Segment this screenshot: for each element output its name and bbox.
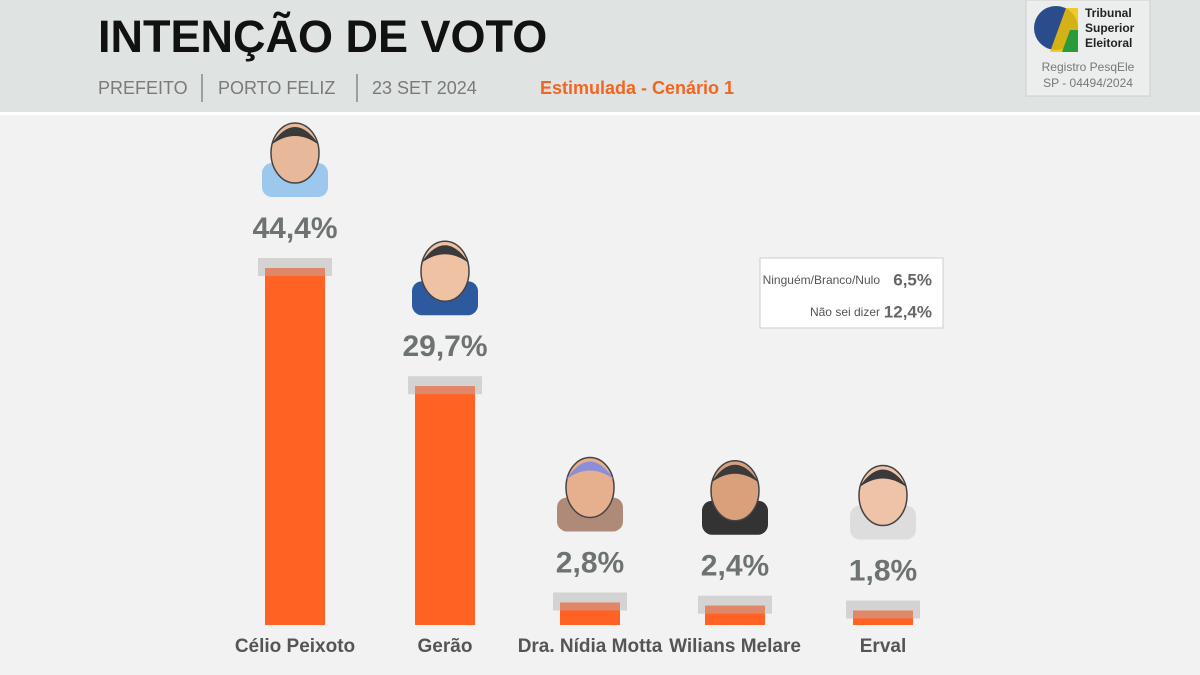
others-box: [759, 257, 944, 329]
portrait-hair: [271, 127, 319, 146]
city: PORTO FELIZ: [218, 78, 335, 98]
title: INTENÇÃO DE VOTO: [98, 11, 547, 62]
value-label: 2,8%: [556, 546, 624, 579]
portrait-hair: [566, 461, 614, 480]
institution: Eleitoral: [1085, 36, 1132, 50]
category-label: Dra. Nídia Motta: [518, 636, 663, 657]
category-label: Gerão: [418, 636, 473, 657]
bar-highlight: [415, 386, 475, 395]
value-label: 29,7%: [402, 330, 487, 363]
value-label: 1,8%: [849, 554, 917, 587]
others-label: Não sei dizer: [810, 305, 880, 319]
category-label: Erval: [860, 636, 906, 657]
institution: Superior: [1085, 21, 1135, 35]
bar-highlight: [265, 268, 325, 277]
value-label: 2,4%: [701, 550, 769, 583]
others-value: 12,4%: [884, 302, 932, 321]
bar: [265, 268, 325, 625]
institution: Tribunal: [1085, 6, 1132, 20]
tse-logo-flag: [1062, 30, 1078, 52]
scenario: Estimulada - Cenário 1: [540, 78, 734, 98]
others-label: Ninguém/Branco/Nulo: [763, 273, 881, 287]
bar-highlight: [705, 605, 765, 614]
portrait-hair: [421, 245, 469, 264]
registry-label: Registro PesqEle: [1042, 60, 1135, 74]
header-band: [0, 0, 1200, 112]
bar-highlight: [853, 610, 913, 619]
portrait-hair: [711, 464, 759, 483]
portrait-hair: [859, 469, 907, 488]
category-label: Wilians Melare: [669, 636, 801, 657]
others-value: 6,5%: [893, 270, 932, 289]
office: PREFEITO: [98, 78, 188, 98]
bar-highlight: [560, 602, 620, 611]
bar: [415, 386, 475, 625]
header-rule: [0, 112, 1200, 115]
value-label: 44,4%: [252, 212, 337, 245]
category-label: Célio Peixoto: [235, 636, 355, 657]
registry-box: [1025, 0, 1151, 97]
registry-code: SP - 04494/2024: [1043, 76, 1133, 90]
date: 23 SET 2024: [372, 78, 477, 98]
